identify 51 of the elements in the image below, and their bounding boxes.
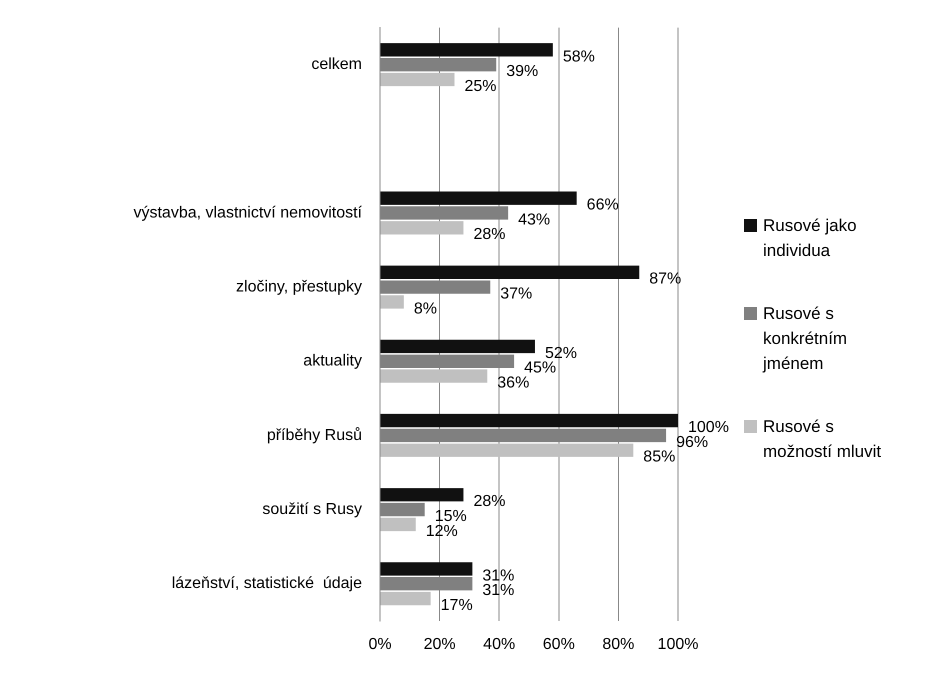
legend-label: Rusové s možností mluvit — [763, 416, 882, 462]
bar — [380, 444, 634, 457]
y-tick-label: zločiny, přestupky — [236, 278, 362, 296]
data-label: 52% — [544, 344, 577, 362]
bar — [380, 369, 488, 383]
bar — [380, 221, 464, 234]
data-label: 28% — [473, 226, 506, 244]
data-label: 25% — [464, 78, 497, 95]
legend-label: Rusové s konkrétním jménem — [763, 302, 848, 374]
y-tick-label: příběhy Rusů — [266, 426, 362, 444]
bar — [380, 191, 577, 205]
x-tick-label: 60% — [542, 636, 575, 653]
data-label: 31% — [482, 567, 514, 584]
data-label: 28% — [473, 493, 506, 510]
data-label: 66% — [586, 196, 619, 214]
bar — [380, 340, 535, 354]
data-label: 100% — [688, 419, 729, 436]
data-label: 43% — [518, 211, 550, 228]
bar — [380, 72, 454, 86]
x-tick-label: 20% — [424, 636, 456, 653]
bar — [380, 592, 431, 606]
data-label: 39% — [506, 63, 538, 80]
bar — [380, 43, 553, 57]
bar — [380, 518, 416, 532]
bar — [380, 414, 678, 428]
x-tick-label: 80% — [602, 636, 634, 653]
y-tick-label: celkem — [311, 56, 362, 74]
data-label: 58% — [562, 48, 595, 66]
bar — [380, 266, 640, 279]
data-label: 31% — [482, 582, 514, 600]
data-label: 36% — [497, 374, 530, 392]
x-tick-label: 100% — [658, 636, 698, 653]
data-label: 96% — [676, 434, 708, 451]
data-label: 8% — [414, 300, 437, 318]
y-tick-label: aktuality — [303, 352, 362, 370]
legend-label: Rusové jako individua — [763, 214, 858, 262]
data-label: 17% — [440, 596, 473, 614]
data-label: 15% — [434, 508, 467, 525]
x-tick-label: 40% — [483, 636, 516, 653]
bar — [380, 295, 404, 309]
bar — [380, 488, 464, 502]
data-label: 87% — [649, 270, 682, 288]
x-tick-label: 0% — [368, 636, 392, 653]
y-tick-label: lázeňství, statistické údaje — [172, 575, 362, 592]
data-label: 12% — [426, 522, 458, 540]
y-tick-label: výstavba, vlastnictví nemovitostí — [133, 204, 363, 222]
y-tick-label: soužití s Rusy — [262, 500, 362, 518]
data-label: 85% — [643, 448, 676, 466]
data-label: 45% — [524, 360, 556, 377]
data-label: 37% — [500, 286, 532, 303]
bar — [380, 562, 472, 576]
